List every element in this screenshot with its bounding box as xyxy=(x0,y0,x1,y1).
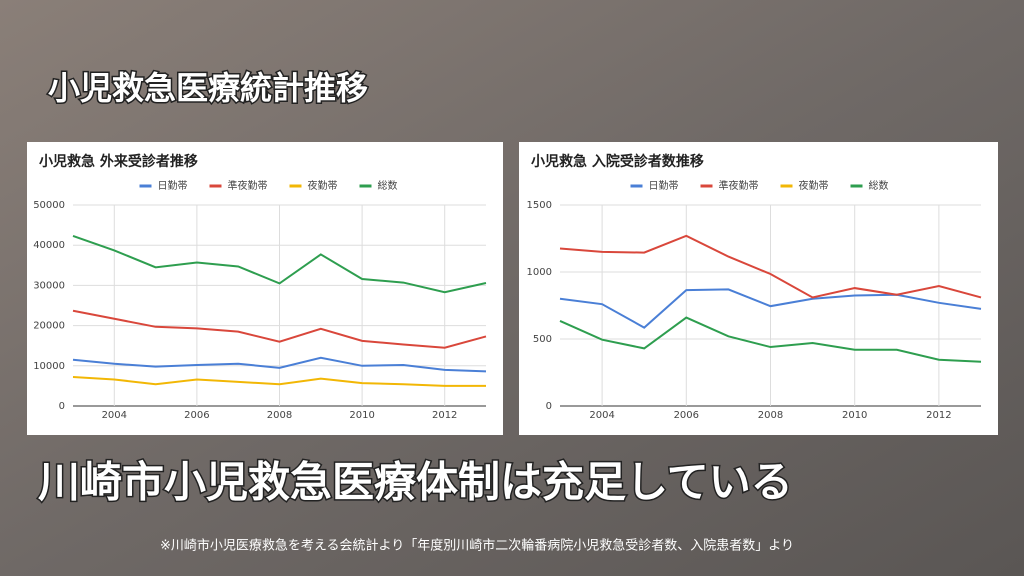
legend-label: 日勤帯 xyxy=(158,179,188,192)
chart-title: 小児救急 入院受診者数推移 xyxy=(531,153,704,170)
x-tick-label: 2010 xyxy=(842,410,867,421)
legend-label: 夜勤帯 xyxy=(799,179,829,192)
y-tick-label: 500 xyxy=(533,334,552,345)
x-tick-label: 2006 xyxy=(184,410,209,421)
y-tick-label: 40000 xyxy=(33,240,65,251)
y-tick-label: 0 xyxy=(546,401,552,412)
statement: 川崎市小児救急医療体制は充足している xyxy=(38,458,793,507)
y-tick-label: 30000 xyxy=(33,280,65,291)
y-tick-label: 50000 xyxy=(33,200,65,211)
series-line xyxy=(72,235,487,294)
series-line xyxy=(72,309,487,349)
chart-title: 小児救急 外来受診者推移 xyxy=(39,153,198,170)
legend-label: 日勤帯 xyxy=(649,179,679,192)
legend-label: 準夜勤帯 xyxy=(719,179,759,192)
series-line xyxy=(559,316,982,363)
y-tick-label: 20000 xyxy=(33,321,65,332)
x-tick-label: 2004 xyxy=(589,410,614,421)
chart-panel xyxy=(27,142,503,435)
legend-label: 夜勤帯 xyxy=(308,179,338,192)
chart-panel xyxy=(519,142,998,435)
y-tick-label: 1000 xyxy=(527,267,552,278)
series-line xyxy=(559,288,982,329)
legend-label: 準夜勤帯 xyxy=(228,179,268,192)
y-tick-label: 10000 xyxy=(33,361,65,372)
footnote: ※川崎市小児医療救急を考える会統計より「年度別川崎市二次輪番病院小児救急受診者数… xyxy=(160,538,794,554)
x-tick-label: 2008 xyxy=(267,410,292,421)
legend-label: 総数 xyxy=(869,179,889,192)
x-tick-label: 2012 xyxy=(432,410,457,421)
y-tick-label: 0 xyxy=(59,401,65,412)
x-tick-label: 2012 xyxy=(926,410,951,421)
series-line xyxy=(72,356,487,373)
series-line xyxy=(72,376,486,387)
slide-title: 小児救急医療統計推移 xyxy=(48,69,368,107)
legend-label: 総数 xyxy=(378,179,398,192)
x-tick-label: 2004 xyxy=(102,410,127,421)
x-tick-label: 2010 xyxy=(349,410,374,421)
y-tick-label: 1500 xyxy=(527,200,552,211)
series-line xyxy=(559,234,982,299)
x-tick-label: 2006 xyxy=(674,410,699,421)
x-tick-label: 2008 xyxy=(758,410,783,421)
